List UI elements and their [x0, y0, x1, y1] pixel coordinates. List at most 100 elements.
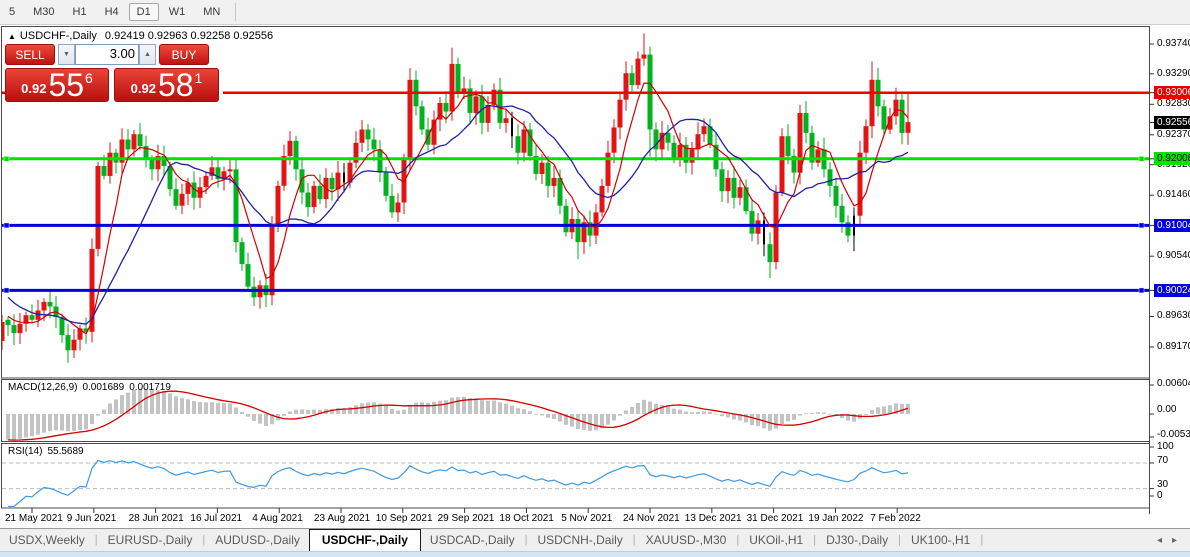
date-axis-label: 5 Nov 2021 — [561, 513, 613, 524]
macd-axis-max: 0.006045 — [1157, 378, 1190, 389]
tab-separator: | — [898, 534, 901, 546]
candlestick-series — [2, 33, 911, 363]
date-axis-label: 9 Jun 2021 — [66, 513, 117, 524]
chart-symbol-title: USDCHF-,Daily — [19, 30, 97, 42]
chevron-down-icon: ▼ — [63, 51, 70, 58]
chart-tab-uk100-h1[interactable]: UK100-,H1 — [910, 533, 971, 547]
tab-separator: | — [736, 534, 740, 546]
date-axis-label: 19 Jan 2022 — [808, 513, 864, 524]
buy-price-big: 58 — [157, 67, 194, 103]
buy-button[interactable]: BUY — [159, 44, 209, 65]
volume-decrease-button[interactable]: ▼ — [58, 44, 75, 65]
date-axis-label: 29 Sep 2021 — [437, 513, 495, 524]
date-axis-label: 21 May 2021 — [5, 513, 63, 524]
chart-ohlc-readout: 0.92419 0.92963 0.92258 0.92556 — [104, 30, 274, 42]
buy-price-sup: 1 — [194, 70, 203, 86]
date-axis-label: 24 Nov 2021 — [623, 513, 680, 524]
price-axis-label: 0.93290 — [1157, 67, 1190, 79]
tab-separator: | — [94, 534, 98, 546]
macd-main-value: 0.001689 — [82, 382, 125, 393]
macd-histogram — [6, 388, 910, 441]
date-axis-label: 13 Dec 2021 — [684, 513, 742, 524]
date-axis-label: 7 Feb 2022 — [870, 513, 921, 524]
sell-price-big: 55 — [48, 67, 85, 103]
price-axis-badge-green: 0.92008 — [1154, 152, 1190, 166]
price-axis-label: 0.89170 — [1157, 340, 1190, 352]
buy-price-base: 0.92 — [130, 81, 156, 96]
macd-indicator-label: MACD(12,26,9) 0.001689 0.001719 — [8, 382, 171, 393]
panel-frames — [1, 26, 1150, 514]
chart-tab-xauusd-m30[interactable]: XAUUSD-,M30 — [645, 533, 727, 547]
ma-fast-line — [7, 82, 909, 335]
sell-price-sup: 6 — [85, 70, 93, 86]
date-axis[interactable]: 21 May 2021 9 Jun 2021 28 Jun 2021 16 Jul 2… — [0, 511, 1150, 527]
rsi-axis-0: 0 — [1157, 490, 1163, 501]
timeframe-button-mn[interactable]: MN — [203, 6, 221, 18]
chart-tab-ukoil-h1[interactable]: UKOil-,H1 — [749, 533, 804, 547]
rsi-axis-30: 30 — [1157, 479, 1169, 490]
date-axis-label: 4 Aug 2021 — [252, 513, 303, 524]
chart-title-bar: ▲ USDCHF-,Daily 0.92419 0.92963 0.92258 0.… — [8, 30, 273, 42]
macd-axis-min: -0.005385 — [1157, 429, 1190, 440]
chart-tab-usdcad-daily[interactable]: USDCAD-,Daily — [429, 533, 515, 547]
macd-axis-zero: 0.00 — [1157, 404, 1177, 415]
volume-input[interactable]: 3.00 — [75, 44, 139, 65]
chart-tab-usdcnh-daily[interactable]: USDCNH-,Daily — [537, 533, 623, 547]
price-axis[interactable]: 0.937400.932900.928300.923700.919200.914… — [1150, 26, 1190, 516]
buy-price-box[interactable]: 0.92 58 1 — [114, 68, 219, 102]
rsi-axis-70: 70 — [1157, 455, 1169, 466]
chart-tab-eurusd-daily[interactable]: EURUSD-,Daily — [107, 533, 193, 547]
chart-tab-bar: USDX,Weekly | EURUSD-,Daily | AUDUSD-,Daily U… — [0, 528, 1190, 552]
price-axis-label: 0.92830 — [1157, 98, 1190, 110]
timeframe-button-5[interactable]: 5 — [9, 6, 16, 18]
price-axis-badge-blue: 0.91004 — [1154, 218, 1190, 232]
chart-tab-usdchf-daily[interactable]: USDCHF-,Daily — [308, 528, 421, 552]
timeframe-button-w1[interactable]: W1 — [168, 6, 186, 18]
date-axis-label: 18 Oct 2021 — [499, 513, 554, 524]
tab-separator: | — [202, 534, 206, 546]
rsi-value: 55.5689 — [47, 446, 84, 457]
chevron-up-icon: ▲ — [144, 51, 151, 58]
macd-signal-value: 0.001719 — [129, 382, 171, 393]
date-axis-label: 31 Dec 2021 — [746, 513, 804, 524]
price-axis-label: 0.93740 — [1157, 38, 1190, 49]
price-axis-badge-black: 0.92556 — [1154, 115, 1190, 129]
moving-averages — [7, 82, 909, 335]
date-axis-label: 16 Jul 2021 — [190, 513, 243, 524]
tab-separator: | — [813, 534, 817, 546]
price-axis-label: 0.92370 — [1157, 128, 1190, 140]
tab-separator: | — [632, 534, 636, 546]
price-axis-label: 0.89630 — [1157, 310, 1190, 322]
price-axis-label: 0.91460 — [1157, 189, 1190, 201]
tab-scroll-right-icon[interactable]: ▸ — [1171, 534, 1177, 546]
axis-ticks — [31, 43, 1154, 513]
chart-tab-dj30-daily[interactable]: DJ30-,Daily — [826, 533, 889, 547]
rsi-axis-100: 100 — [1157, 441, 1174, 452]
status-strip — [0, 551, 1190, 557]
sell-button[interactable]: SELL — [5, 44, 55, 65]
price-axis-badge-red: 0.93006 — [1154, 86, 1190, 100]
one-click-trading-panel: SELL ▼ 3.00 ▲ BUY 0.92 55 6 0.92 58 1 — [5, 44, 223, 104]
volume-increase-button[interactable]: ▲ — [139, 44, 156, 65]
date-axis-label: 10 Sep 2021 — [375, 513, 433, 524]
sell-price-base: 0.92 — [21, 81, 47, 96]
tab-scroll-left-icon[interactable]: ◂ — [1156, 534, 1162, 546]
toolbar-separator — [235, 3, 237, 21]
timeframe-button-h4[interactable]: H4 — [104, 6, 119, 18]
timeframe-button-m30[interactable]: M30 — [33, 6, 55, 18]
rsi-line — [8, 459, 909, 507]
timeframe-button-h1[interactable]: H1 — [72, 6, 87, 18]
chart-tab-audusd-daily[interactable]: AUDUSD-,Daily — [215, 533, 300, 547]
ma-slow-line — [7, 104, 909, 325]
timeframe-button-d1[interactable]: D1 — [128, 3, 159, 21]
date-axis-label: 28 Jun 2021 — [128, 513, 184, 524]
tab-separator: | — [524, 534, 528, 546]
date-axis-label: 23 Aug 2021 — [314, 513, 371, 524]
sell-price-box[interactable]: 0.92 55 6 — [5, 68, 109, 102]
price-axis-badge-blue: 0.90024 — [1154, 283, 1190, 297]
rsi-indicator-label: RSI(14) 55.5689 — [8, 446, 84, 457]
price-axis-label: 0.90540 — [1157, 250, 1190, 262]
chart-tab-usdx-weekly[interactable]: USDX,Weekly — [9, 533, 85, 547]
collapse-arrow-icon[interactable]: ▲ — [8, 32, 16, 41]
